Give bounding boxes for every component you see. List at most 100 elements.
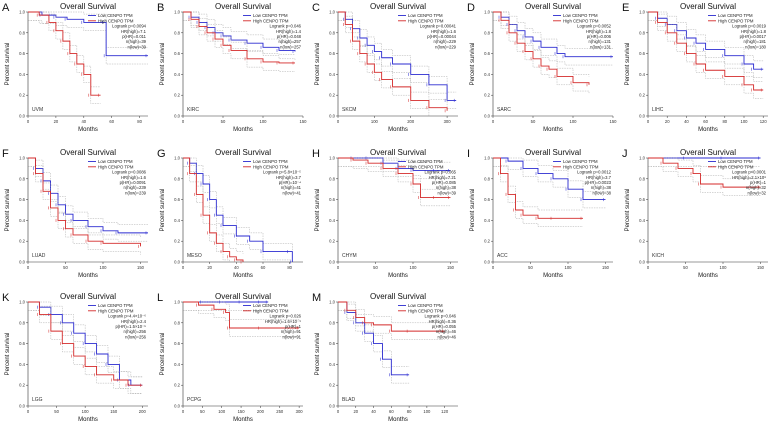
- x-tick-label: 20: [353, 409, 358, 414]
- x-tick-label: 40: [371, 409, 376, 414]
- stat-line: p(HR)=0.00044: [427, 34, 456, 39]
- y-tick-label: 1.0: [19, 10, 25, 15]
- y-tick-label: 0.2: [19, 383, 25, 388]
- stat-line: Logrank p=0.065: [424, 170, 456, 175]
- stat-line: p(HR)=0.055: [432, 324, 457, 329]
- cancer-label: UVM: [32, 107, 43, 113]
- x-tick-label: 80: [407, 409, 412, 414]
- x-tick-label: 200: [407, 119, 415, 124]
- x-tick-label: 50: [531, 119, 536, 124]
- y-tick-label: 0.4: [484, 218, 490, 223]
- y-tick-label: 0.6: [329, 51, 335, 56]
- y-tick-label: 1.0: [174, 156, 180, 161]
- cancer-label: PCPG: [187, 397, 201, 403]
- cancer-label: ACC: [497, 253, 508, 259]
- chart-title: Overall Survival: [525, 2, 581, 11]
- stat-line: HR(high)=3.7: [586, 175, 612, 180]
- x-tick-label: 0: [337, 265, 340, 270]
- x-tick-label: 0: [647, 119, 650, 124]
- chart-title: Overall Survival: [60, 2, 116, 11]
- y-tick-label: 0.6: [174, 197, 180, 202]
- stat-line: p(HR)=0.006: [587, 34, 612, 39]
- y-tick-label: 0.6: [329, 341, 335, 346]
- legend-low: Low CENPO TPM: [718, 159, 753, 164]
- x-tick-label: 20: [54, 119, 59, 124]
- panel-label: M: [312, 292, 321, 304]
- legend-low: Low CENPO TPM: [408, 159, 443, 164]
- x-tick-label: 0: [182, 409, 185, 414]
- km-curve-low: [28, 301, 143, 386]
- ci-lower-low: [493, 166, 606, 209]
- x-tick-label: 50: [528, 265, 533, 270]
- stat-line: n(low)=257: [280, 44, 302, 49]
- legend-high: High CENPO TPM: [253, 18, 289, 23]
- cancer-label: CHYM: [342, 253, 357, 259]
- y-axis-label: Percent survival: [315, 189, 321, 232]
- y-axis-label: Percent survival: [625, 43, 631, 86]
- ci-upper-high: [338, 301, 445, 323]
- x-tick-label: 100: [410, 265, 418, 270]
- legend-high: High CENPO TPM: [98, 18, 134, 23]
- y-tick-label: 1.0: [639, 156, 645, 161]
- y-tick-label: 0.0: [639, 260, 645, 265]
- legend-high: High CENPO TPM: [563, 164, 599, 169]
- chart-title: Overall Survival: [370, 292, 426, 301]
- ci-lower-high: [183, 20, 295, 72]
- ci-lower-low: [493, 20, 613, 66]
- x-tick-label: 300: [296, 409, 304, 414]
- km-curve-high: [338, 157, 451, 198]
- stat-line: p(HR)=0.0023: [585, 180, 612, 185]
- y-tick-label: 1.0: [19, 300, 25, 305]
- ci-lower-high: [338, 166, 451, 207]
- y-axis-label: Percent survival: [160, 43, 166, 86]
- stat-line: n(low)=229: [435, 44, 457, 49]
- y-tick-label: 0.6: [639, 197, 645, 202]
- y-tick-label: 0.2: [639, 239, 645, 244]
- stat-line: Logrank p<0.0001: [732, 170, 767, 175]
- ci-upper-low: [338, 11, 457, 93]
- cancer-label: KICH: [652, 253, 664, 259]
- y-tick-label: 0.4: [639, 72, 645, 77]
- stat-line: p(HR)=0.048: [277, 34, 302, 39]
- km-panel-f: F Overall Survival 0.0 0.2 0.4 0.6 0.8 1.0 0 50 10…: [2, 148, 148, 279]
- km-curve-high: [183, 11, 295, 64]
- km-curve-low: [338, 11, 457, 101]
- y-tick-label: 0.8: [329, 176, 335, 181]
- y-tick-label: 0.6: [19, 197, 25, 202]
- y-tick-label: 0.0: [174, 114, 180, 119]
- x-tick-label: 50: [200, 409, 205, 414]
- y-tick-label: 1.0: [19, 156, 25, 161]
- ci-lower-low: [28, 166, 148, 242]
- stat-line: n(low)=39: [437, 190, 456, 195]
- y-tick-label: 1.0: [174, 300, 180, 305]
- stat-line: Logrank p=0.0094: [112, 24, 147, 29]
- stat-line: n(low)=256: [125, 334, 147, 339]
- ci-upper-high: [28, 11, 101, 88]
- stat-line: p(HR)=0.011: [122, 34, 146, 39]
- panel-label: L: [157, 292, 163, 304]
- chart-title: Overall Survival: [215, 2, 271, 11]
- y-tick-label: 0.0: [19, 114, 25, 119]
- x-tick-label: 0: [27, 119, 30, 124]
- x-tick-label: 100: [565, 265, 573, 270]
- stat-line: n(high)=38: [436, 185, 457, 190]
- stat-line: Logrank p=0.0052: [577, 24, 612, 29]
- x-tick-label: 100: [100, 265, 108, 270]
- x-tick-label: 0: [182, 265, 185, 270]
- x-axis-label: Months: [698, 273, 718, 279]
- x-tick-label: 20: [665, 119, 670, 124]
- ci-upper-low: [338, 301, 410, 367]
- panel-label: B: [157, 2, 164, 14]
- legend-high: High CENPO TPM: [98, 164, 134, 169]
- stat-line: n(high)=41: [281, 185, 302, 190]
- legend-low: Low CENPO TPM: [98, 303, 133, 308]
- y-axis-label: Percent survival: [5, 333, 11, 376]
- stat-line: p(HR)=0.0017: [740, 34, 767, 39]
- panel-label: F: [2, 148, 9, 160]
- km-curve-high: [28, 301, 143, 386]
- panel-label: A: [2, 2, 10, 14]
- legend-low: Low CENPO TPM: [408, 303, 443, 308]
- stat-line: n(low)=46: [437, 334, 456, 339]
- x-tick-label: 150: [757, 265, 765, 270]
